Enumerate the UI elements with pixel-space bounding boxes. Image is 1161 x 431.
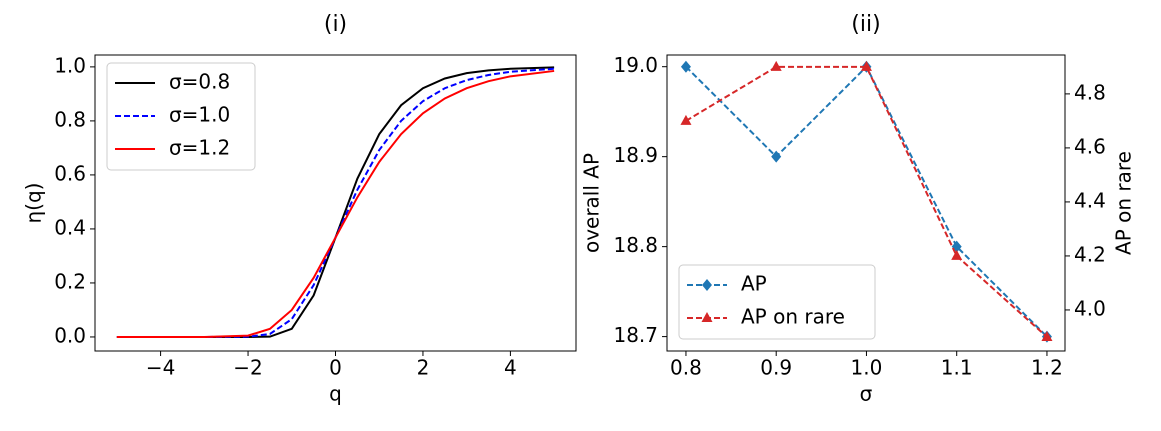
y-tick-label: 0.4 [54, 215, 86, 239]
x-axis-label: q [329, 382, 342, 406]
y-axis-label: η(q) [22, 183, 46, 224]
y-tick-label: 0.2 [54, 269, 86, 293]
marker [951, 249, 963, 260]
y2-tick-label: 4.4 [1074, 188, 1106, 212]
y-tick-label: 1.0 [54, 53, 86, 77]
x-tick-label: 1.2 [1031, 356, 1063, 380]
marker [680, 114, 692, 125]
y2-axis-label: AP on rare [1112, 151, 1136, 255]
chart-title: (i) [324, 12, 347, 37]
x-tick-label: 1.1 [941, 356, 973, 380]
y2-tick-label: 4.8 [1074, 80, 1106, 104]
legend-marker [701, 312, 713, 322]
y-tick-label: 0.0 [54, 323, 86, 347]
x-tick-label: 1.0 [851, 356, 883, 380]
marker [680, 60, 691, 73]
chart-title: (ii) [851, 12, 880, 37]
x-tick-label: 4 [504, 356, 517, 380]
x-axis-label: σ [860, 382, 873, 406]
y-tick-label: 18.8 [613, 233, 658, 257]
legend-box [678, 264, 876, 340]
x-tick-label: 0.8 [670, 356, 702, 380]
y-tick-label: 0.8 [54, 107, 86, 131]
series-line [116, 69, 555, 338]
y2-tick-label: 4.6 [1074, 134, 1106, 158]
x-tick-label: −2 [233, 356, 262, 380]
legend-box [106, 62, 256, 171]
y-tick-label: 0.6 [54, 161, 86, 185]
y-tick-label: 19.0 [613, 53, 658, 77]
legend-label: σ=1.0 [169, 103, 230, 127]
marker [770, 60, 782, 71]
marker [1041, 330, 1053, 341]
y2-tick-label: 4.2 [1074, 242, 1106, 266]
legend-label: σ=0.8 [169, 70, 230, 94]
legend-label: σ=1.2 [169, 136, 230, 160]
x-tick-label: 0 [329, 356, 342, 380]
y-axis-label: overall AP [580, 153, 604, 253]
marker [860, 60, 872, 71]
y-tick-label: 18.7 [613, 323, 658, 347]
x-tick-label: −4 [146, 356, 175, 380]
legend-marker [702, 279, 712, 291]
legend-label: AP on rare [741, 305, 845, 329]
series-line [685, 65, 1048, 338]
y-tick-label: 18.9 [613, 143, 658, 167]
x-tick-label: 0.9 [760, 356, 792, 380]
series-line [116, 67, 555, 338]
x-tick-label: 2 [417, 356, 430, 380]
y2-tick-label: 4.0 [1074, 296, 1106, 320]
marker [771, 150, 782, 163]
legend-label: AP [741, 272, 767, 296]
